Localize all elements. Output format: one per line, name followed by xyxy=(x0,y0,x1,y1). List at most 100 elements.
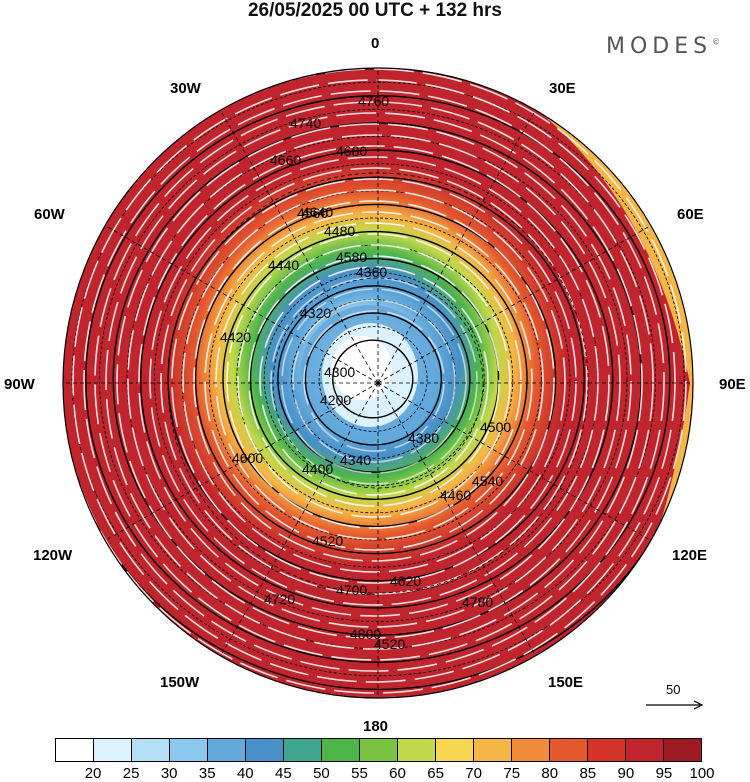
height-contour-line xyxy=(99,108,656,650)
meridian-line xyxy=(377,110,536,384)
colorbar-swatch xyxy=(398,739,436,761)
colorbar xyxy=(55,738,702,762)
height-contour-line xyxy=(277,285,471,473)
colorbar-tick-label: 85 xyxy=(579,765,597,782)
wind-streamline xyxy=(303,310,445,452)
height-contour-line xyxy=(71,81,685,677)
colorbar-tick-label: 80 xyxy=(541,765,559,782)
wind-streamline xyxy=(83,90,665,672)
wind-streamline xyxy=(149,156,599,606)
colorbar-tick-label: 75 xyxy=(503,765,521,782)
reference-vector-label: 50 xyxy=(666,682,681,697)
colorbar-tick-label: 20 xyxy=(84,765,102,782)
contour-label: 4540 xyxy=(472,473,503,489)
contour-label: 4640 xyxy=(302,204,333,220)
colorbar-swatch xyxy=(322,739,360,761)
wind-streamline xyxy=(138,145,610,617)
colorbar-swatch xyxy=(94,739,132,761)
contour-label: 4200 xyxy=(320,392,351,408)
contour-label: 4380 xyxy=(408,430,439,446)
colorbar-swatch xyxy=(474,739,512,761)
contour-label: 4740 xyxy=(290,115,321,131)
meridian-line xyxy=(377,382,536,656)
colorbar-tick-label: 45 xyxy=(275,765,292,782)
brand-text: MODES xyxy=(606,34,713,59)
contour-label: 4500 xyxy=(480,419,511,435)
wind-streamline xyxy=(226,233,522,529)
contour-label: 4600 xyxy=(232,450,263,466)
contour-label: 4440 xyxy=(268,257,299,273)
contour-label: 4300 xyxy=(324,364,355,380)
colorbar-swatch xyxy=(360,739,398,761)
wind-streamline xyxy=(248,255,500,507)
wind-streamline xyxy=(160,167,588,595)
colorbar-swatch xyxy=(56,739,94,761)
latitude-circle xyxy=(272,277,484,489)
lon-label-90e: 90E xyxy=(719,376,746,393)
meridian-line xyxy=(377,225,651,384)
meridian-line xyxy=(377,382,651,541)
colorbar-swatch xyxy=(436,739,474,761)
meridian-line xyxy=(105,225,379,384)
map-title: 26/05/2025 00 UTC + 132 hrs xyxy=(247,0,503,21)
contour-label: 4520 xyxy=(312,533,343,549)
height-contour-line xyxy=(249,258,500,500)
colorbar-tick-label: 70 xyxy=(465,765,482,782)
wind-streamline xyxy=(237,244,511,518)
copyright-mark: © xyxy=(712,37,721,47)
contour-label: 4660 xyxy=(270,152,301,168)
colorbar-tick-label: 55 xyxy=(351,765,368,782)
wind-streamline xyxy=(127,134,621,628)
contour-label: 4620 xyxy=(390,573,421,589)
contour-label: 4560 xyxy=(297,205,328,221)
contour-label: 4760 xyxy=(358,93,389,109)
colorbar-swatch xyxy=(550,739,588,761)
colorbar-swatch xyxy=(626,739,664,761)
wind-streamline xyxy=(215,222,533,540)
height-contour-line xyxy=(332,339,414,419)
lon-label-0: 0 xyxy=(371,35,380,52)
lon-label-30w: 30W xyxy=(170,80,201,97)
colorbar-tick-label: 30 xyxy=(160,765,178,782)
contour-label: 4420 xyxy=(220,329,251,345)
contour-label: 4680 xyxy=(336,143,367,159)
meridian-line xyxy=(220,110,379,384)
colorbar-tick-label: 50 xyxy=(313,765,330,782)
contour-label: 4460 xyxy=(440,487,471,503)
latitude-circle xyxy=(167,172,589,594)
colorbar-tick-label: 65 xyxy=(427,765,444,782)
contour-labels: 4760 4740 4680 4660 4640 4580 4560 4480 4440 4360… xyxy=(220,93,511,652)
colorbar-swatch xyxy=(284,739,322,761)
arrowhead-icon xyxy=(693,700,704,710)
wind-streamline xyxy=(94,101,654,661)
colorbar-tick-label: 90 xyxy=(617,765,635,782)
contour-label: 4700 xyxy=(336,582,367,598)
height-contour-line xyxy=(167,176,585,582)
wind-streamline xyxy=(182,189,566,573)
wind-streamline xyxy=(292,299,456,463)
contour-label: 4780 xyxy=(462,594,493,610)
contour-label: 4480 xyxy=(324,223,355,239)
lon-label-60w: 60W xyxy=(34,206,65,223)
contour-label: 4400 xyxy=(302,461,333,477)
height-contour-line xyxy=(318,326,428,432)
colorbar-swatch xyxy=(246,739,284,761)
colorbar-tick-label: 60 xyxy=(389,765,406,782)
wind-streamline xyxy=(105,112,643,650)
lon-label-180: 180 xyxy=(363,718,389,735)
colorbar-swatch xyxy=(512,739,550,761)
height-contour-line xyxy=(194,203,557,555)
colorbar-swatch xyxy=(588,739,626,761)
wind-streamline xyxy=(72,79,676,683)
height-contour-line xyxy=(126,136,628,622)
wind-streamline xyxy=(171,178,577,584)
wind-streamline xyxy=(259,266,489,496)
contour-label: 4800 xyxy=(350,626,381,642)
height-contour-line xyxy=(181,190,571,568)
graticule xyxy=(63,68,693,698)
brand-logo: MODES© xyxy=(606,34,720,59)
contour-label: 4720 xyxy=(264,591,295,607)
colorbar-tick-label: 40 xyxy=(236,765,254,782)
contour-label: 4360 xyxy=(356,264,387,280)
